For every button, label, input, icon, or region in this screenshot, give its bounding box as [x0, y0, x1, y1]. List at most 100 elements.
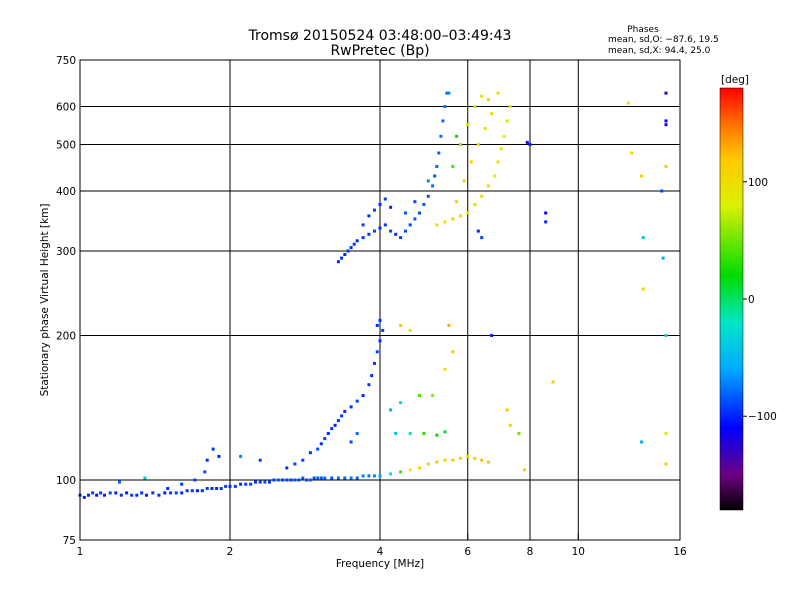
echo-point: [361, 394, 365, 397]
echo-point: [408, 328, 412, 332]
echo-point: [426, 179, 430, 183]
phase-colorbar: 100 0 −100: [719, 87, 777, 511]
echo-point: [193, 478, 197, 482]
echo-point: [640, 440, 644, 444]
echo-point: [125, 491, 129, 495]
echo-point: [305, 478, 309, 482]
echo-point: [336, 260, 340, 264]
y-tick-label: 600: [56, 102, 76, 114]
echo-point: [389, 205, 393, 209]
echo-point: [443, 367, 447, 371]
echo-point: [418, 211, 421, 215]
phases-o-stats: mean, sd,O: −87.6, 19.5: [608, 35, 719, 45]
echo-point: [239, 482, 243, 486]
echo-point: [143, 476, 147, 480]
echo-point: [205, 487, 209, 490]
echo-point: [316, 476, 320, 480]
echo-point: [433, 174, 437, 178]
echo-point: [458, 143, 462, 146]
echo-point: [355, 432, 359, 435]
colorbar-tick-label: −100: [748, 411, 777, 423]
echo-point: [435, 460, 439, 464]
echo-point: [180, 491, 184, 495]
echo-point: [319, 476, 323, 480]
echo-point: [502, 134, 506, 138]
echo-point: [336, 476, 340, 480]
echo-point: [458, 456, 462, 460]
echo-point: [239, 454, 243, 458]
echo-point: [413, 217, 417, 221]
echo-point: [378, 339, 382, 343]
echo-point: [330, 427, 334, 431]
plot-grid: [80, 60, 680, 540]
echo-point: [664, 91, 668, 95]
echo-point: [217, 454, 221, 458]
echo-point: [435, 433, 439, 437]
echo-point: [473, 105, 477, 108]
echo-point: [486, 184, 490, 188]
x-tick-label: 16: [673, 546, 687, 558]
echo-point: [443, 220, 447, 224]
echo-point: [276, 478, 280, 482]
echo-point: [340, 256, 344, 260]
echo-point: [443, 105, 447, 108]
y-tick-label: 100: [56, 475, 76, 487]
echo-point: [435, 223, 439, 227]
echo-point: [108, 491, 112, 495]
echo-point: [660, 189, 664, 193]
echo-point: [496, 91, 500, 95]
echo-point: [505, 119, 509, 123]
echo-point: [445, 91, 449, 95]
echo-point: [451, 458, 455, 462]
echo-point: [293, 478, 297, 482]
phases-header: Phases: [627, 25, 659, 35]
echo-point: [203, 470, 207, 474]
echo-point: [476, 229, 480, 233]
echo-point: [343, 409, 347, 413]
echo-point: [418, 394, 421, 397]
echo-point: [443, 430, 447, 434]
echo-point: [383, 223, 387, 227]
colorbar-tick-label: 0: [748, 294, 755, 306]
echo-point: [180, 482, 184, 486]
echo-point: [211, 447, 215, 451]
echo-point: [114, 491, 118, 495]
echo-point: [480, 236, 484, 240]
echo-point: [319, 442, 323, 446]
x-tick-label: 10: [572, 546, 585, 558]
echo-point: [352, 242, 356, 246]
echo-point: [418, 466, 421, 470]
echo-point: [664, 334, 668, 337]
echo-point: [544, 220, 548, 224]
echo-point: [135, 493, 139, 497]
echo-point: [99, 491, 103, 495]
echo-point: [103, 493, 106, 497]
echo-point: [499, 147, 503, 151]
echo-point: [447, 91, 451, 95]
echo-point: [140, 491, 144, 495]
y-tick-label: 200: [56, 331, 76, 343]
x-tick-label: 1: [77, 546, 84, 558]
echo-point: [383, 197, 387, 201]
echo-point: [473, 456, 477, 460]
echo-point: [630, 151, 634, 155]
echo-point: [361, 236, 365, 240]
echo-point: [439, 134, 443, 138]
echo-point: [381, 328, 385, 332]
echo-point: [210, 487, 214, 490]
echo-point: [355, 399, 359, 403]
echo-point: [349, 246, 353, 250]
echo-point: [316, 447, 320, 451]
echo-point: [496, 160, 500, 164]
echo-point: [664, 432, 668, 435]
y-tick-label: 500: [56, 140, 76, 152]
echo-point: [215, 487, 219, 490]
echo-point: [399, 470, 403, 474]
echo-point: [263, 480, 267, 484]
colorbar-gradient: [719, 87, 744, 511]
echo-point: [285, 466, 289, 470]
echo-point: [525, 140, 529, 144]
echo-point: [145, 493, 148, 497]
echo-point: [343, 476, 347, 480]
